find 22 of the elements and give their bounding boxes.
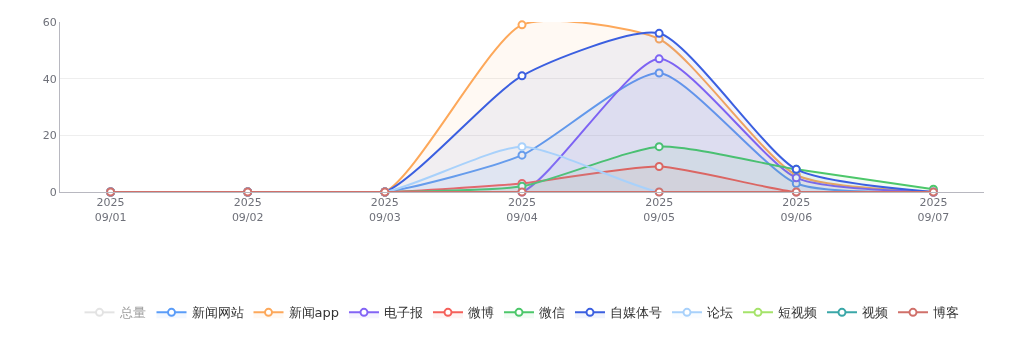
y-tick-label: 0: [49, 185, 57, 199]
legend-label: 短视频: [777, 305, 817, 321]
y-tick-label: 60: [42, 15, 57, 29]
x-tick-label: 2025 09/05: [643, 196, 675, 224]
legend-label: 视频: [861, 305, 888, 321]
x-tick-label: 2025 09/04: [506, 196, 538, 224]
x-tick-label: 2025 09/07: [917, 196, 950, 224]
legend-label: 新闻app: [288, 305, 339, 321]
x-tick-label: 2025 09/01: [94, 196, 127, 224]
y-tick-label: 40: [42, 72, 57, 86]
legend-label: 自媒体号: [609, 305, 662, 321]
x-tick-label: 2025 09/02: [231, 196, 264, 224]
y-tick-label: 20: [42, 129, 57, 143]
legend-label: 总量: [118, 305, 146, 321]
legend-label: 新闻网站: [191, 305, 244, 321]
legend-label: 电子报: [383, 305, 423, 321]
x-tick-label: 2025 09/06: [780, 196, 813, 224]
legend-label: 论坛: [706, 305, 733, 321]
legend-label: 博客: [932, 305, 959, 321]
legend-label: 微博: [467, 305, 494, 321]
x-tick-label: 2025 09/03: [369, 196, 401, 224]
legend-label: 微信: [538, 305, 565, 321]
